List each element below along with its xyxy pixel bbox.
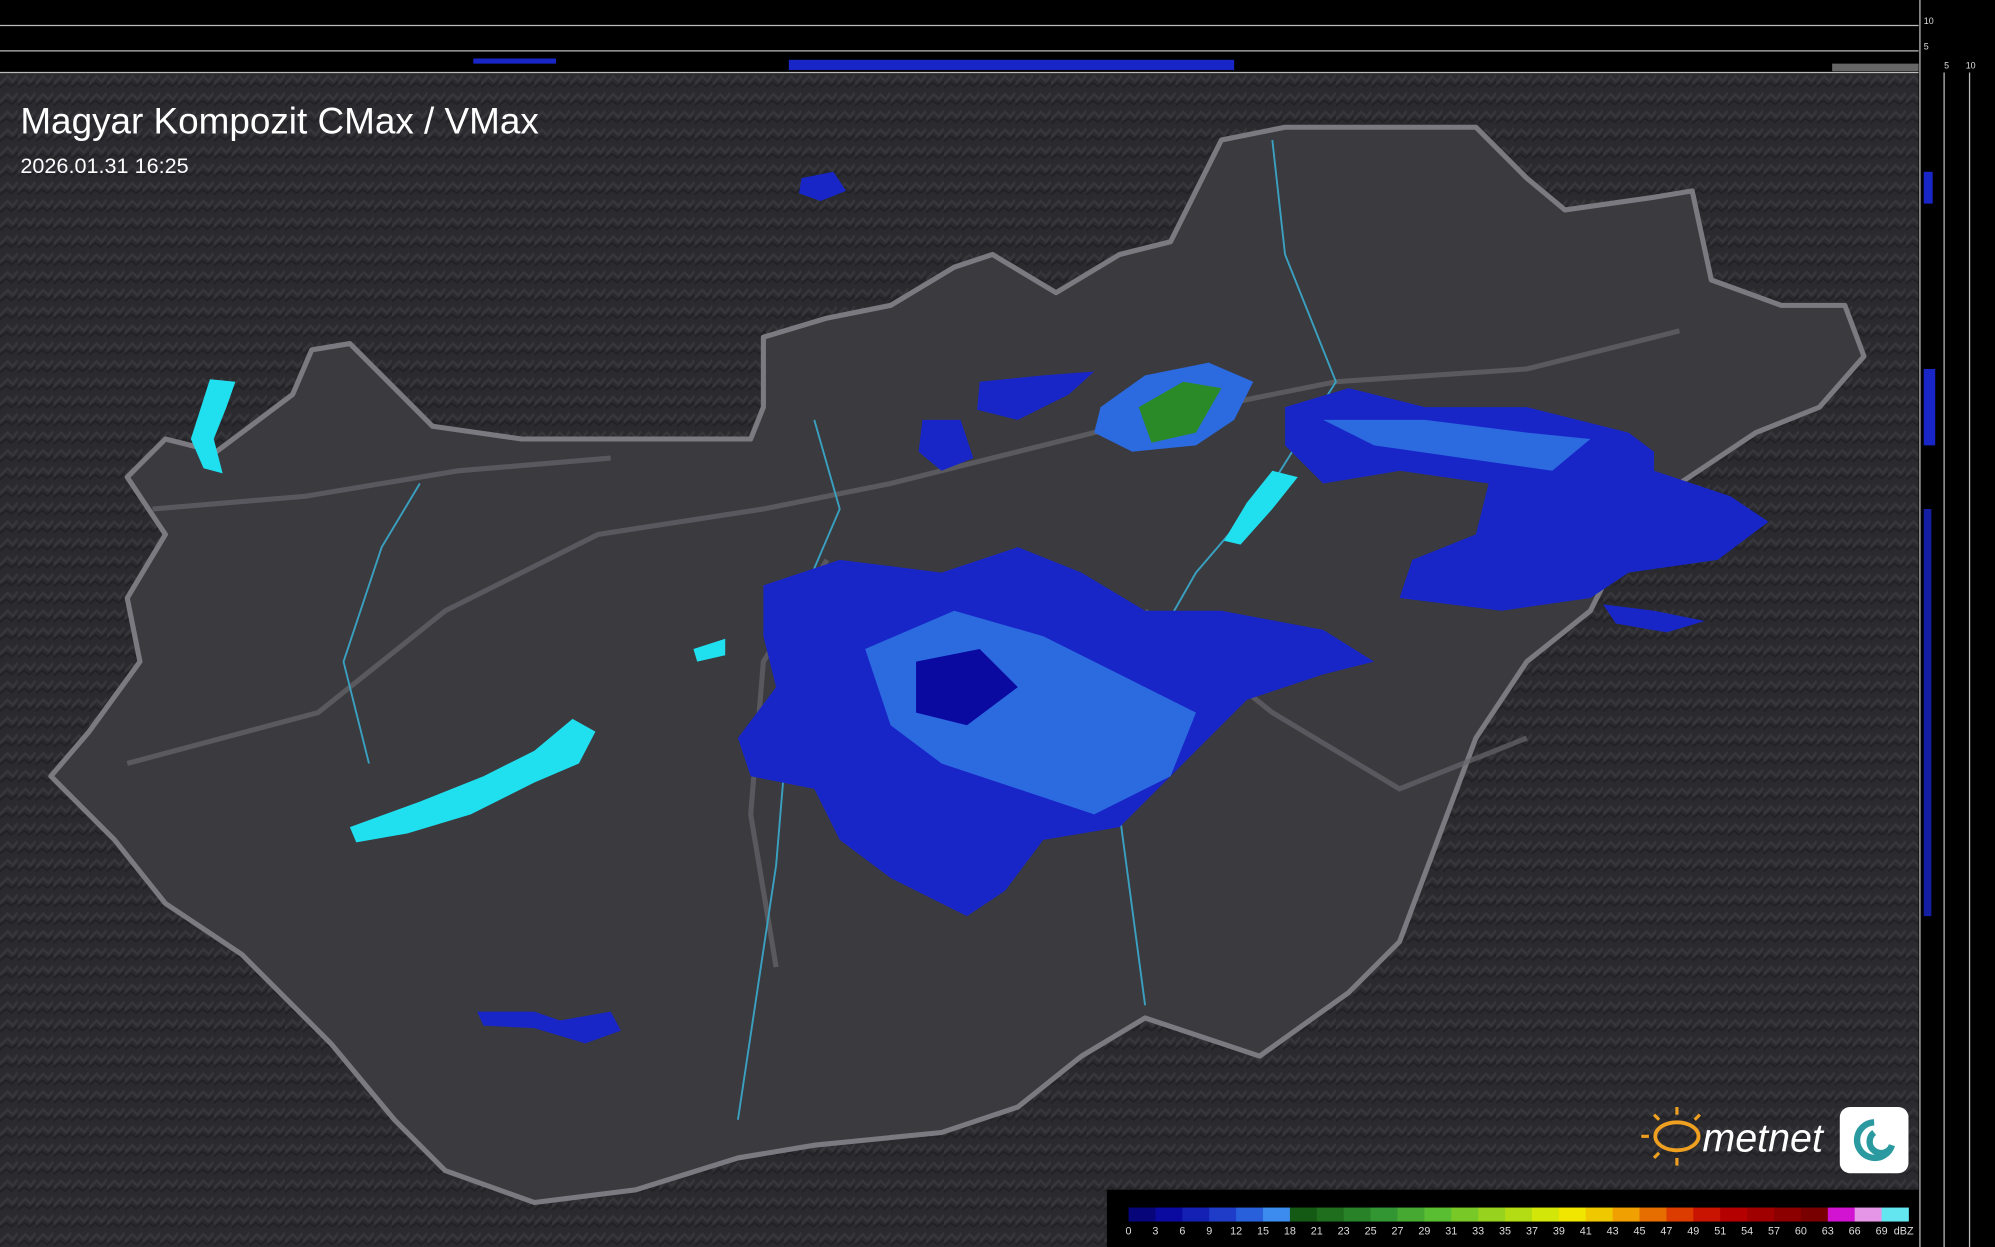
legend-label: 54: [1741, 1225, 1753, 1237]
legend-swatch: [1236, 1207, 1264, 1222]
side-profile: [1918, 0, 1995, 1247]
brand: metnet: [1702, 1117, 1825, 1161]
profile-echo: [1832, 63, 1919, 72]
legend-swatch: [1747, 1207, 1775, 1222]
legend-label: 31: [1445, 1225, 1457, 1237]
legend-swatch: [1182, 1207, 1210, 1222]
legend-label: 39: [1553, 1225, 1565, 1237]
logo: metnet: [1641, 1107, 1909, 1174]
legend-label: 41: [1580, 1225, 1592, 1237]
legend-label: 23: [1338, 1225, 1350, 1237]
legend-label: 6: [1179, 1225, 1185, 1237]
profile-echo: [1923, 508, 1932, 917]
legend-label: 45: [1634, 1225, 1646, 1237]
legend-swatch: [1585, 1207, 1614, 1222]
legend-swatch: [1397, 1207, 1425, 1222]
profile-tick: 5: [1944, 61, 1949, 71]
legend-unit: dBZ: [1894, 1225, 1914, 1237]
legend-swatch: [1854, 1207, 1882, 1222]
legend-label: 43: [1607, 1225, 1619, 1237]
legend-label: 63: [1822, 1225, 1834, 1237]
legend-swatch: [1774, 1207, 1802, 1222]
legend-swatch: [1263, 1207, 1291, 1222]
profile-tick: 10: [1924, 16, 1934, 26]
legend-label: 15: [1257, 1225, 1269, 1237]
profile-echo: [788, 59, 1235, 70]
legend-swatch: [1209, 1207, 1237, 1222]
legend-label: 35: [1499, 1225, 1511, 1237]
legend-swatch: [1531, 1207, 1560, 1222]
profile-echo: [1923, 171, 1933, 204]
legend-label: 25: [1365, 1225, 1377, 1237]
legend-label: 49: [1687, 1225, 1699, 1237]
legend-swatch: [1800, 1207, 1829, 1222]
lake-balaton: [349, 718, 596, 843]
profile-tick: 5: [1924, 42, 1929, 52]
legend-swatch: [1881, 1207, 1909, 1222]
legend-swatch: [1693, 1207, 1721, 1222]
legend-label: 18: [1284, 1225, 1296, 1237]
legend-label: 60: [1795, 1225, 1807, 1237]
legend-swatch: [1289, 1207, 1318, 1222]
legend-swatch: [1370, 1207, 1398, 1222]
map-title: Magyar Kompozit CMax / VMax: [20, 101, 539, 142]
legend-label: 69: [1876, 1225, 1888, 1237]
legend-label: 27: [1391, 1225, 1403, 1237]
legend-label: 0: [1126, 1225, 1132, 1237]
legend-label: 37: [1526, 1225, 1538, 1237]
legend: 0 3 6 9 12 15 18 21 23 25 27 29 31 33 35 37 39 41 43 45 47 49…: [1126, 1207, 1914, 1237]
profile-echo: [1923, 369, 1936, 446]
radar-echoes: [477, 171, 1769, 1044]
legend-label: 29: [1418, 1225, 1430, 1237]
legend-label: 21: [1311, 1225, 1323, 1237]
legend-swatch: [1343, 1207, 1371, 1222]
legend-swatch: [1827, 1207, 1856, 1222]
profile-echo: [473, 58, 557, 64]
legend-label: 47: [1660, 1225, 1672, 1237]
legend-swatch: [1316, 1207, 1345, 1222]
legend-label: 66: [1849, 1225, 1861, 1237]
lake-velence: [693, 638, 726, 662]
legend-swatch: [1478, 1207, 1506, 1222]
lake-tisza: [1223, 470, 1298, 545]
legend-swatch: [1612, 1207, 1640, 1222]
legend-swatch: [1451, 1207, 1479, 1222]
legend-swatch: [1558, 1207, 1587, 1222]
legend-swatch: [1155, 1207, 1183, 1222]
legend-swatch: [1720, 1207, 1748, 1222]
legend-swatch: [1128, 1207, 1156, 1222]
timestamp: 2026.01.31 16:25: [20, 153, 188, 178]
legend-label: 9: [1206, 1225, 1212, 1237]
legend-label: 57: [1768, 1225, 1780, 1237]
legend-label: 12: [1230, 1225, 1242, 1237]
lake-neusiedl: [190, 379, 236, 474]
legend-swatch: [1666, 1207, 1694, 1222]
legend-swatch: [1505, 1207, 1533, 1222]
legend-swatch: [1639, 1207, 1667, 1222]
profile-tick: 10: [1966, 61, 1976, 71]
legend-swatch: [1424, 1207, 1452, 1222]
legend-label: 33: [1472, 1225, 1484, 1237]
legend-label: 51: [1714, 1225, 1726, 1237]
legend-label: 3: [1152, 1225, 1158, 1237]
